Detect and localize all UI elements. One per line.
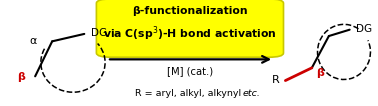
Text: R: R [272, 75, 280, 85]
Text: R = aryl, alkyl, alkynyl: R = aryl, alkyl, alkynyl [135, 89, 244, 98]
Text: DG: DG [91, 28, 107, 38]
Text: β: β [17, 72, 25, 82]
Text: etc.: etc. [243, 89, 261, 98]
Text: α: α [29, 36, 36, 46]
Text: β-functionalization: β-functionalization [132, 6, 248, 16]
Text: DG: DG [356, 24, 372, 34]
FancyBboxPatch shape [96, 0, 284, 57]
Text: β: β [316, 68, 324, 78]
Text: [M] (cat.): [M] (cat.) [167, 67, 213, 77]
Text: via C(sp$^3$)-H bond activation: via C(sp$^3$)-H bond activation [103, 24, 277, 43]
